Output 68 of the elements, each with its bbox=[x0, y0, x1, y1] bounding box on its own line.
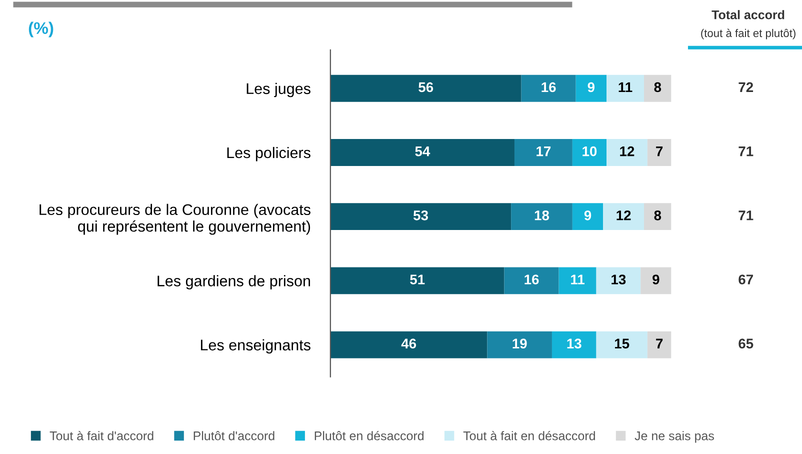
data-label: 11 bbox=[571, 274, 584, 284]
data-label: 12 bbox=[616, 210, 631, 220]
bar bbox=[504, 267, 559, 294]
y-tick-label: Les policiers bbox=[227, 146, 310, 162]
bar bbox=[521, 74, 576, 102]
bar bbox=[330, 267, 504, 294]
bar bbox=[558, 267, 596, 294]
bar bbox=[640, 267, 672, 294]
data-label: 17 bbox=[536, 146, 551, 156]
text: 71 bbox=[738, 146, 754, 156]
data-label: 16 bbox=[542, 82, 556, 92]
bar bbox=[330, 331, 488, 358]
data-label: 9 bbox=[584, 210, 592, 220]
bar bbox=[330, 203, 512, 230]
text: Total accord bbox=[712, 10, 784, 20]
data-label: 12 bbox=[620, 146, 634, 156]
bar bbox=[644, 74, 672, 102]
data-label: 10 bbox=[582, 146, 597, 156]
data-label: 53 bbox=[413, 210, 428, 220]
data-label: 8 bbox=[654, 82, 662, 92]
y-axis-title: (%) bbox=[28, 22, 54, 38]
data-label: 7 bbox=[656, 146, 663, 156]
bar bbox=[644, 203, 672, 230]
legend-label: Tout à fait d'accord bbox=[50, 430, 154, 440]
legend-label: Tout à fait en désaccord bbox=[463, 430, 595, 440]
text: 65 bbox=[738, 338, 754, 348]
data-label: 16 bbox=[524, 274, 539, 284]
data-label: 18 bbox=[534, 210, 550, 220]
y-tick-label: Les procureurs de la Couronne (avocats qui représentent le gouvernement) bbox=[40, 204, 310, 235]
legend-label: Plutôt d'accord bbox=[194, 431, 274, 440]
bar bbox=[511, 203, 572, 230]
y-tick-label: Les gardiens de prison bbox=[158, 275, 310, 290]
data-label: 51 bbox=[410, 274, 425, 284]
data-label: 13 bbox=[567, 338, 582, 349]
text: 67 bbox=[738, 274, 753, 284]
bar bbox=[596, 331, 648, 358]
bar bbox=[572, 139, 607, 166]
data-label: 46 bbox=[401, 338, 416, 348]
bar bbox=[596, 267, 641, 294]
y-tick-label: Les enseignants bbox=[200, 339, 310, 354]
text: 71 bbox=[738, 210, 754, 220]
bar bbox=[487, 331, 552, 358]
bar bbox=[330, 139, 514, 166]
bar bbox=[603, 203, 644, 230]
bar bbox=[572, 203, 604, 230]
bar bbox=[330, 74, 522, 102]
bar bbox=[606, 74, 644, 102]
bar bbox=[576, 74, 607, 102]
data-label: 56 bbox=[418, 82, 434, 92]
text: 72 bbox=[738, 82, 754, 92]
bar bbox=[552, 331, 596, 358]
data-label: 54 bbox=[415, 146, 430, 156]
bar bbox=[514, 139, 572, 166]
data-label: 19 bbox=[512, 338, 527, 348]
bar bbox=[647, 331, 672, 358]
data-label: 8 bbox=[654, 210, 662, 220]
bar bbox=[647, 139, 672, 166]
data-label: 15 bbox=[615, 338, 630, 348]
text: (tout à fait et plutôt) bbox=[701, 28, 796, 40]
legend-label: Je ne sais pas bbox=[634, 431, 714, 443]
data-label: 9 bbox=[588, 82, 595, 92]
bar bbox=[606, 139, 648, 166]
data-label: 7 bbox=[656, 338, 663, 348]
y-tick-label: Les juges bbox=[246, 82, 310, 98]
data-label: 11 bbox=[618, 82, 632, 92]
data-label: 9 bbox=[652, 274, 660, 284]
data-label: 13 bbox=[612, 274, 626, 284]
legend-label: Plutôt en désaccord bbox=[314, 430, 424, 440]
